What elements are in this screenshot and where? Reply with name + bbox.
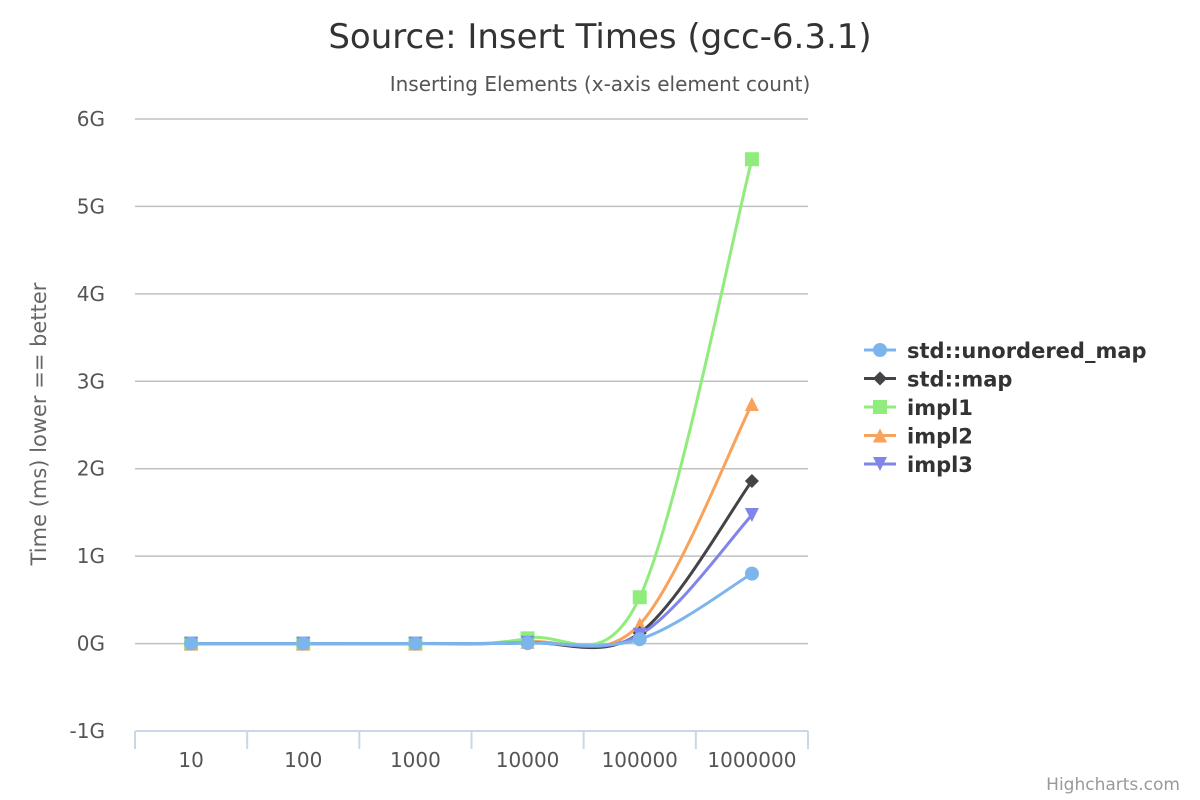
y-tick-label: 2G: [77, 457, 105, 481]
legend-label: std::unordered_map: [907, 339, 1147, 363]
y-tick-label: 1G: [77, 544, 105, 568]
series-plot-area: [184, 152, 759, 651]
data-point[interactable]: [296, 636, 311, 651]
grid-lines: [135, 118, 808, 645]
data-point[interactable]: [744, 566, 759, 581]
legend-marker-icon[interactable]: [873, 428, 887, 443]
legend-item[interactable]: impl1: [864, 396, 973, 420]
x-tick-label: 10: [178, 748, 203, 772]
series-impl1: [191, 158, 754, 647]
data-point[interactable]: [520, 636, 535, 651]
legend-item[interactable]: std::map: [864, 368, 1012, 392]
x-tick-label: 100: [284, 748, 322, 772]
series-line: [191, 158, 754, 647]
legend-label: impl1: [907, 396, 973, 420]
y-tick-label: -1G: [70, 719, 105, 743]
legend-label: impl2: [907, 425, 973, 449]
data-point[interactable]: [744, 508, 759, 523]
series-markers: [184, 566, 759, 651]
y-axis-title: Time (ms) lower == better: [27, 282, 51, 566]
legend-marker-icon[interactable]: [873, 457, 887, 471]
y-tick-label: 6G: [77, 107, 105, 131]
y-tick-label: 3G: [77, 369, 105, 393]
legend-label: std::map: [907, 368, 1012, 392]
data-point[interactable]: [184, 636, 199, 651]
chart-subtitle: Inserting Elements (x-axis element count…: [390, 72, 811, 96]
chart-title: Source: Insert Times (gcc-6.3.1): [328, 17, 871, 57]
y-tick-label: 0G: [77, 632, 105, 656]
legend-item[interactable]: std::unordered_map: [864, 339, 1147, 363]
data-point[interactable]: [632, 590, 647, 605]
legend-marker-icon[interactable]: [873, 343, 887, 357]
data-point[interactable]: [408, 636, 423, 651]
x-axis: [134, 730, 809, 749]
y-tick-label: 5G: [77, 194, 105, 218]
y-axis-ticks: -1G 0G 1G 2G 3G 4G 5G 6G: [70, 107, 105, 743]
series-line: [191, 480, 754, 650]
x-tick-label: 1000: [390, 748, 441, 772]
y-tick-label: 4G: [77, 282, 105, 306]
legend-marker-icon[interactable]: [873, 371, 887, 386]
data-point[interactable]: [744, 152, 759, 167]
data-point[interactable]: [744, 473, 759, 488]
legend: std::unordered_mapstd::mapimpl1impl2impl…: [864, 339, 1147, 477]
legend-marker-icon[interactable]: [873, 400, 887, 414]
legend-label: impl3: [907, 453, 973, 477]
legend-item[interactable]: impl2: [864, 425, 973, 449]
series-std-unordered-map: [191, 572, 753, 647]
series-markers: [184, 397, 759, 651]
legend-item[interactable]: impl3: [864, 453, 973, 477]
series-markers: [184, 508, 759, 651]
x-tick-label: 1000000: [707, 748, 796, 772]
x-tick-label: 10000: [496, 748, 560, 772]
data-point[interactable]: [744, 397, 759, 412]
series-line: [191, 572, 753, 647]
data-point[interactable]: [632, 632, 647, 647]
x-axis-ticks: 10 100 1000 10000 100000 1000000: [178, 748, 796, 772]
series-std-map: [191, 480, 754, 650]
x-tick-label: 100000: [602, 748, 678, 772]
credits-link[interactable]: Highcharts.com: [1046, 775, 1180, 795]
